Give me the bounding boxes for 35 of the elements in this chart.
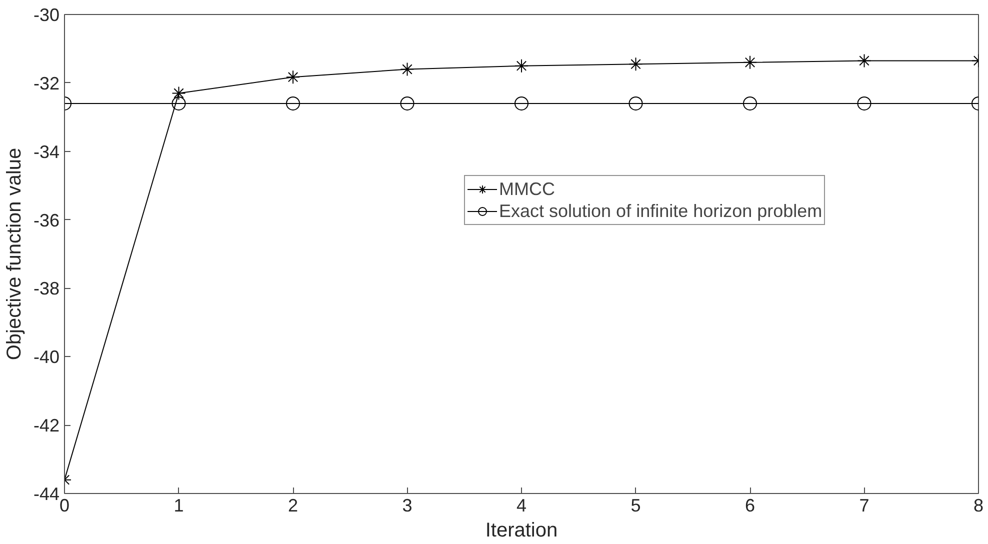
x-tick-label: 7 [859, 496, 870, 516]
y-tick-label: -40 [33, 347, 60, 368]
point [286, 96, 300, 110]
point [857, 96, 872, 110]
point [172, 96, 186, 110]
x-tick-label: 1 [174, 496, 184, 516]
x-axis-title: Iteration [485, 520, 558, 542]
point [400, 62, 414, 76]
y-tick-label: -30 [33, 5, 60, 25]
x-tick-label: 4 [516, 496, 527, 516]
point [286, 70, 300, 84]
point [514, 96, 528, 110]
legend-label: MMCC [499, 178, 555, 200]
y-tick-label: -34 [33, 142, 60, 162]
y-tick-label: -38 [33, 278, 60, 299]
point [172, 86, 186, 100]
point [514, 58, 528, 73]
point [628, 96, 643, 110]
point [400, 96, 414, 110]
legend-label: Exact solution of infinite horizon problem [499, 200, 822, 222]
y-tick-label: -42 [33, 416, 60, 436]
x-tick-label: 0 [59, 496, 70, 516]
x-tick-label: 3 [402, 496, 412, 516]
x-tick-label: 6 [744, 496, 756, 516]
point [628, 57, 643, 72]
point [743, 55, 757, 70]
x-tick-label: 8 [973, 496, 984, 516]
y-tick-label: -36 [33, 210, 60, 230]
y-tick-label: -44 [33, 484, 60, 504]
y-tick-label: -32 [33, 73, 60, 94]
point [743, 96, 757, 110]
point [857, 54, 872, 68]
y-axis-title: Objective function value [3, 148, 26, 360]
x-tick-label: 5 [630, 496, 641, 516]
x-tick-label: 2 [288, 496, 298, 516]
